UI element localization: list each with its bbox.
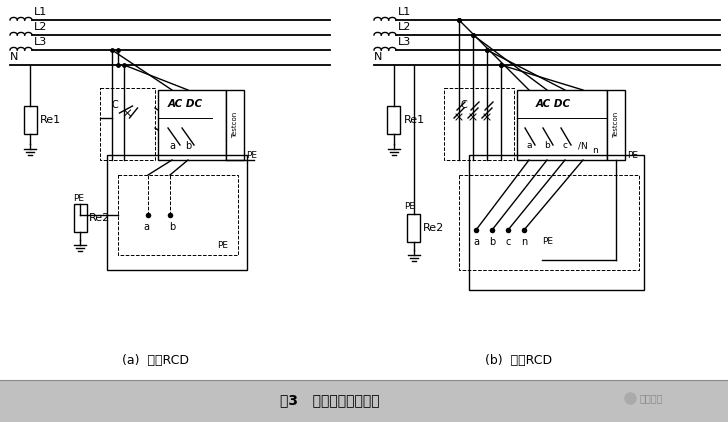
Text: L3: L3 [34,37,47,47]
Text: c: c [563,141,568,151]
Bar [517,90,607,160]
Text: PE: PE [218,241,229,250]
Bar [607,90,625,160]
Text: n: n [521,237,527,247]
Text: Testcon: Testcon [232,112,238,138]
Text: Re1: Re1 [40,115,61,125]
Text: a: a [143,222,149,232]
Bar [74,204,87,232]
Text: b: b [185,141,191,151]
Text: PE: PE [73,194,84,203]
Bar [100,88,155,160]
Text: PE: PE [246,151,257,160]
Text: Testcon: Testcon [613,112,619,138]
Bar [408,214,421,242]
Bar [459,175,639,270]
Text: L2: L2 [34,22,47,32]
Bar [387,106,400,134]
Bar [158,90,226,160]
Text: Re2: Re2 [423,223,444,233]
Bar [23,106,36,134]
Text: 中国防雷: 中国防雷 [640,393,663,403]
Text: b: b [544,141,550,151]
Text: a: a [526,141,531,151]
Text: PE: PE [627,151,638,160]
Text: a: a [169,141,175,151]
Text: C: C [111,100,119,110]
Text: b: b [489,237,495,247]
Text: L3: L3 [398,37,411,47]
Text: (b)  三相RCD: (b) 三相RCD [486,354,553,366]
Text: b: b [169,222,175,232]
Text: AC DC: AC DC [167,99,203,109]
Bar [107,155,247,270]
Text: (a)  单相RCD: (a) 单相RCD [122,354,189,366]
Text: N: N [10,52,18,62]
Text: C: C [461,100,467,110]
Text: c: c [505,237,510,247]
Bar [118,175,238,255]
Text: 图3   需要连接设备外壳: 图3 需要连接设备外壳 [280,393,380,407]
Bar [469,155,644,290]
Bar [226,90,244,160]
Bar [0,380,728,422]
Text: /N: /N [578,141,588,151]
Text: Re1: Re1 [404,115,425,125]
Text: AC DC: AC DC [535,99,571,109]
Text: L1: L1 [398,7,411,17]
Text: L2: L2 [398,22,411,32]
Text: PE: PE [542,237,553,246]
Bar [444,88,514,160]
Text: a: a [473,237,479,247]
Text: L1: L1 [34,7,47,17]
Text: N: N [374,52,382,62]
Text: PE: PE [404,201,415,211]
Text: n: n [592,146,598,155]
Text: Re2: Re2 [89,213,110,223]
